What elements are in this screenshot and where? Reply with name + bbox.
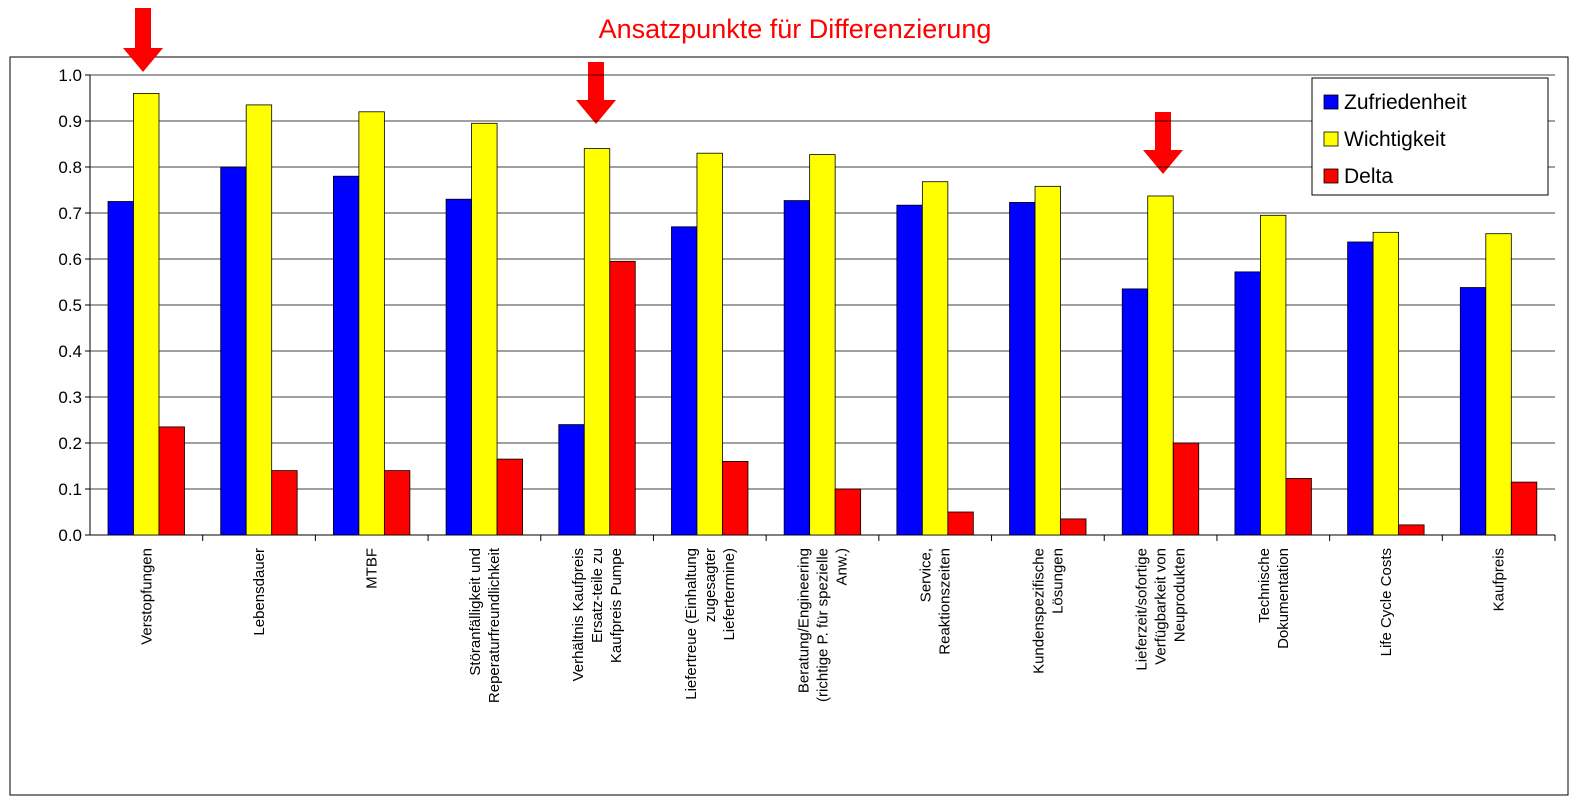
x-tick-label: MTBF (364, 548, 381, 589)
bar (1234, 271, 1261, 536)
legend-swatch (1323, 168, 1339, 184)
bar (809, 154, 836, 536)
arrow (1143, 112, 1183, 174)
legend-box (1311, 77, 1549, 196)
bar (1398, 524, 1425, 536)
y-tick-label: 0.9 (58, 112, 82, 131)
bar (245, 104, 273, 536)
x-tick-label: Lebensdauer (251, 548, 268, 636)
bar (1510, 481, 1538, 536)
x-tick-label: Kaufpreis (1491, 548, 1508, 611)
x-tick-label: Technische Dokumentation (1256, 548, 1292, 649)
x-tick-label: Störanfälligkeit und Reperaturfreundlichk… (467, 547, 503, 703)
bar (671, 226, 698, 536)
bar (1172, 442, 1200, 536)
bar (1347, 241, 1374, 536)
bar (1459, 287, 1487, 536)
bar (1485, 233, 1512, 536)
bar (496, 458, 523, 536)
bar (158, 426, 185, 536)
x-tick-label: Liefertreue (Einhaltung zugesagter Liefert… (683, 548, 738, 700)
x-tick-label: Verstopfungen (138, 548, 155, 645)
bar (471, 122, 498, 536)
bar (107, 201, 134, 536)
legend-label: Wichtigkeit (1344, 128, 1446, 151)
bar (445, 198, 472, 536)
y-tick-label: 0.4 (58, 342, 82, 361)
annotation-arrows (123, 8, 1183, 174)
bar (220, 166, 247, 536)
bar (696, 152, 723, 536)
bar (1147, 195, 1174, 536)
arrow (123, 8, 163, 72)
y-tick-label: 0.2 (58, 434, 82, 453)
bar (947, 511, 974, 536)
legend-label: Delta (1344, 165, 1393, 188)
bar (722, 460, 749, 536)
bar (896, 204, 923, 536)
bar (133, 93, 160, 536)
y-tick-label: 0.8 (58, 158, 82, 177)
y-tick-label: 1.0 (58, 66, 82, 85)
legend-label: Zufriedenheit (1344, 91, 1467, 114)
x-tick-label: Beratung/Engineering (richtige P. für spe… (796, 548, 851, 702)
x-tick-label: Lieferzeit/sofortige Verfügbarkeit von Neu… (1134, 548, 1189, 671)
x-tick-label: Verhältnis Kaufpreis Ersatz-teile zu Kaufp… (570, 548, 625, 681)
y-tick-label: 0.0 (58, 526, 82, 545)
bar (609, 260, 636, 536)
chart-title: Ansatzpunkte für Differenzierung (599, 14, 992, 44)
y-tick-label: 0.3 (58, 388, 82, 407)
bar (558, 424, 585, 536)
bar (1009, 202, 1036, 536)
bar (921, 181, 949, 536)
y-tick-label: 0.5 (58, 296, 82, 315)
bar (358, 111, 385, 536)
bar (1285, 478, 1312, 536)
x-tick-label: Kundenspezifische Lösungen (1030, 548, 1066, 674)
bar (783, 200, 811, 536)
bar (1372, 231, 1400, 536)
legend-swatch (1323, 131, 1339, 147)
arrow (576, 62, 616, 124)
bar (834, 488, 862, 536)
bar (383, 470, 411, 536)
bar (332, 175, 360, 536)
legend-swatch (1323, 94, 1339, 110)
y-tick-label: 0.7 (58, 204, 82, 223)
x-tick-label: Service, Reaktionszeiten (918, 548, 954, 655)
bar (271, 470, 298, 536)
bar (1034, 185, 1061, 536)
y-tick-label: 0.6 (58, 250, 82, 269)
bar (1260, 214, 1287, 536)
bar (1060, 518, 1087, 536)
y-tick-label: 0.1 (58, 480, 82, 499)
bar (583, 148, 611, 536)
x-tick-label: Life Cycle Costs (1378, 548, 1395, 656)
bar (1121, 288, 1149, 536)
